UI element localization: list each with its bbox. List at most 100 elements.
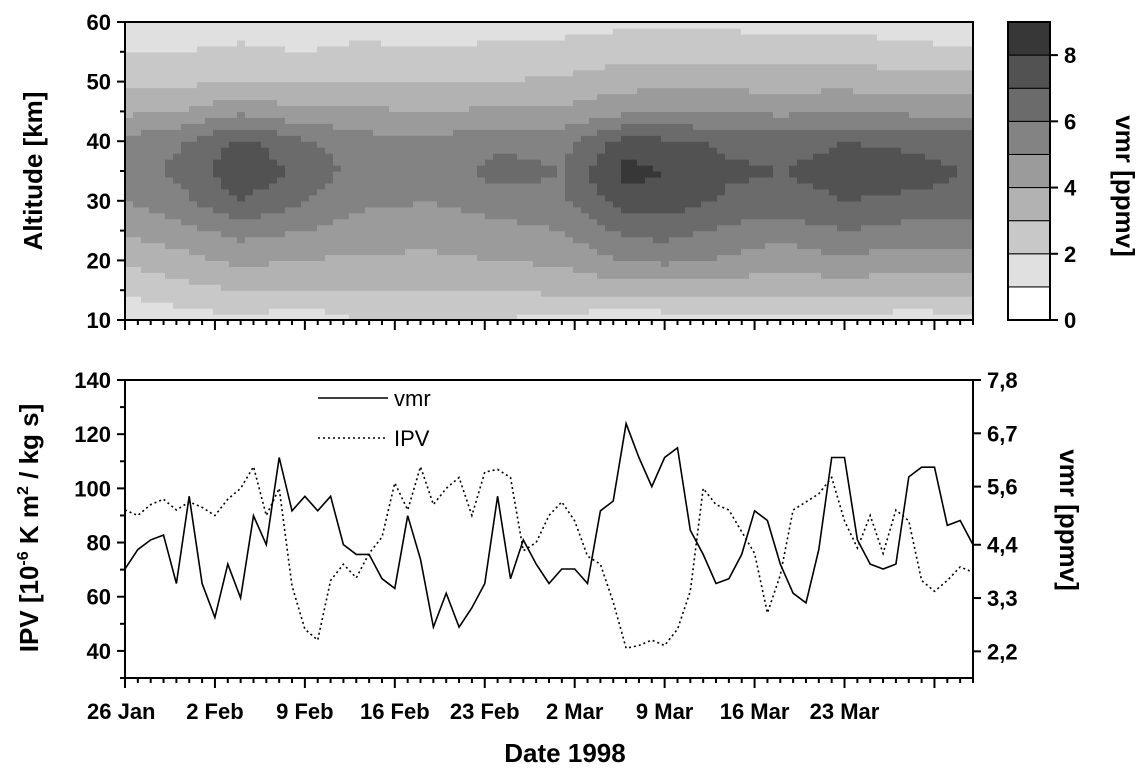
contour-cell — [309, 123, 318, 130]
contour-cell — [557, 314, 566, 320]
contour-cell — [405, 296, 414, 303]
contour-cell — [525, 284, 534, 291]
contour-cell — [445, 159, 454, 166]
contour-cell — [189, 230, 198, 238]
contour-cell — [597, 242, 606, 250]
contour-cell — [253, 165, 262, 172]
contour-cell — [709, 194, 718, 202]
contour-cell — [365, 308, 374, 315]
contour-cell — [909, 105, 918, 112]
contour-cell — [253, 260, 262, 267]
contour-cell — [781, 141, 790, 148]
contour-cell — [581, 153, 590, 160]
contour-cell — [261, 314, 270, 320]
contour-cell — [525, 129, 534, 136]
contour-cell — [213, 272, 222, 279]
contour-cell — [717, 45, 726, 53]
contour-cell — [661, 314, 670, 320]
contour-cell — [149, 236, 158, 244]
contour-cell — [133, 39, 142, 47]
contour-cell — [909, 129, 918, 136]
contour-cell — [325, 284, 334, 291]
contour-cell — [749, 171, 758, 178]
contour-cell — [869, 296, 878, 303]
contour-cell — [485, 45, 494, 53]
contour-cell — [533, 153, 542, 160]
contour-cell — [581, 248, 590, 256]
contour-cell — [557, 308, 566, 315]
contour-cell — [213, 302, 222, 309]
contour-cell — [157, 278, 166, 285]
contour-cell — [949, 135, 958, 142]
contour-cell — [349, 206, 358, 214]
contour-cell — [453, 272, 462, 279]
contour-cell — [421, 165, 430, 172]
contour-cell — [389, 93, 398, 101]
contour-cell — [333, 290, 342, 297]
contour-cell — [805, 176, 814, 184]
contour-cell — [629, 45, 638, 53]
contour-cell — [509, 260, 518, 267]
contour-cell — [149, 135, 158, 142]
contour-cell — [397, 266, 406, 273]
contour-cell — [157, 123, 166, 130]
contour-cell — [581, 200, 590, 208]
contour-cell — [669, 141, 678, 148]
contour-cell — [789, 212, 798, 220]
contour-cell — [933, 159, 942, 166]
contour-cell — [277, 63, 286, 71]
contour-cell — [365, 99, 374, 107]
contour-cell — [725, 272, 734, 279]
contour-cell — [205, 272, 214, 279]
contour-cell — [957, 194, 966, 202]
contour-cell — [933, 99, 942, 107]
contour-cell — [525, 159, 534, 166]
contour-cell — [869, 176, 878, 184]
contour-cell — [965, 206, 973, 214]
contour-cell — [205, 284, 214, 291]
contour-cell — [253, 159, 262, 166]
contour-cell — [909, 314, 918, 320]
contour-cell — [173, 159, 182, 166]
contour-cell — [525, 99, 534, 107]
contour-cell — [597, 93, 606, 101]
contour-cell — [565, 153, 574, 160]
contour-cell — [701, 296, 710, 303]
contour-cell — [285, 230, 294, 238]
contour-cell — [597, 105, 606, 112]
contour-cell — [597, 51, 606, 59]
contour-cell — [709, 314, 718, 320]
contour-cell — [717, 236, 726, 244]
contour-cell — [197, 99, 206, 107]
contour-cell — [205, 111, 214, 118]
contour-cell — [397, 99, 406, 107]
contour-cell — [661, 63, 670, 71]
contour-cell — [589, 272, 598, 279]
contour-cell — [821, 51, 830, 59]
contour-cell — [629, 284, 638, 291]
contour-cell — [893, 278, 902, 285]
contour-cell — [309, 230, 318, 238]
contour-cell — [317, 212, 326, 220]
contour-cell — [589, 87, 598, 95]
contour-cell — [629, 236, 638, 244]
contour-cell — [501, 188, 510, 196]
contour-cell — [453, 159, 462, 166]
contour-cell — [525, 314, 534, 320]
contour-cell — [293, 39, 302, 47]
contour-cell — [533, 165, 542, 172]
contour-cell — [341, 117, 350, 124]
contour-cell — [733, 284, 742, 291]
contour-cell — [741, 194, 750, 202]
contour-cell — [293, 57, 302, 65]
contour-cell — [421, 254, 430, 261]
contour-cell — [381, 260, 390, 267]
contour-cell — [373, 111, 382, 118]
contour-cell — [141, 248, 150, 256]
contour-cell — [397, 212, 406, 220]
contour-cell — [205, 51, 214, 59]
contour-cell — [461, 194, 470, 202]
contour-cell — [325, 69, 334, 77]
contour-cell — [909, 200, 918, 208]
contour-cell — [477, 75, 486, 83]
